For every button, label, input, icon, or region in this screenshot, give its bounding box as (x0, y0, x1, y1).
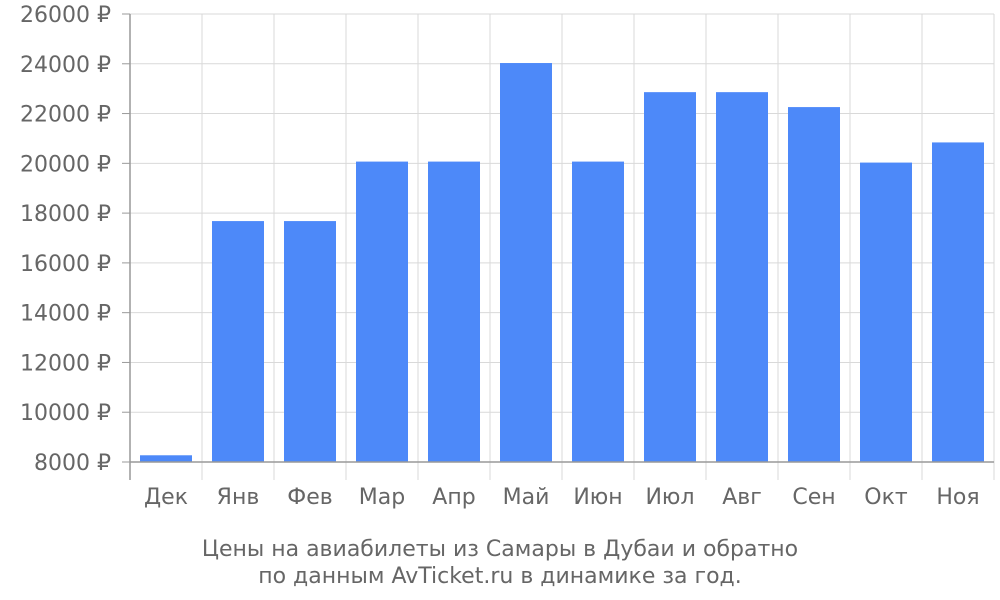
bar-6 (500, 63, 552, 462)
bar-8 (644, 92, 696, 462)
x-tick-label: Апр (432, 485, 475, 510)
x-tick-label: Сен (792, 485, 835, 510)
x-tick-label: Фев (287, 485, 332, 510)
x-tick-label: Окт (864, 485, 908, 510)
bar-2 (212, 221, 264, 462)
bar-11 (860, 162, 912, 462)
x-tick-label: Ноя (936, 485, 979, 510)
bar-9 (716, 92, 768, 462)
x-tick-label: Июн (573, 485, 622, 510)
bar-3 (284, 221, 336, 462)
x-tick-label: Мар (359, 485, 405, 510)
bar-7 (572, 161, 624, 462)
x-tick-label: Май (503, 485, 550, 510)
y-tick-label: 18000 ₽ (20, 202, 111, 227)
bars (140, 63, 984, 462)
bar-4 (356, 161, 408, 462)
x-tick-labels: Дек Янв Фев Мар Апр Май Июн Июл Авг Сен Окт Ноя (144, 485, 980, 510)
chart-caption-line-2: по данным AvTicket.ru в динамике за год. (258, 564, 742, 589)
y-tick-label: 26000 ₽ (20, 3, 111, 28)
y-tick-labels: 8000 ₽ 10000 ₽ 12000 ₽ 14000 ₽ 16000 ₽ 18000 … (20, 3, 111, 476)
x-tick-label: Июл (645, 485, 694, 510)
y-tick-label: 8000 ₽ (34, 451, 111, 476)
y-tick-label: 20000 ₽ (20, 152, 111, 177)
chart-caption-line-1: Цены на авиабилеты из Самары в Дубаи и о… (201, 537, 799, 562)
axes (122, 13, 995, 480)
y-tick-label: 10000 ₽ (20, 401, 111, 426)
x-tick-label: Авг (722, 485, 762, 510)
y-tick-label: 14000 ₽ (20, 302, 111, 327)
y-tick-label: 16000 ₽ (20, 252, 111, 277)
y-tick-label: 12000 ₽ (20, 351, 111, 376)
y-tick-label: 24000 ₽ (20, 53, 111, 78)
x-tick-label: Дек (144, 485, 188, 510)
x-tick-label: Янв (217, 485, 260, 510)
bar-5 (428, 161, 480, 462)
bar-10 (788, 107, 840, 462)
bar-12 (932, 142, 984, 462)
bar-1 (140, 455, 192, 462)
y-tick-label: 22000 ₽ (20, 103, 111, 128)
